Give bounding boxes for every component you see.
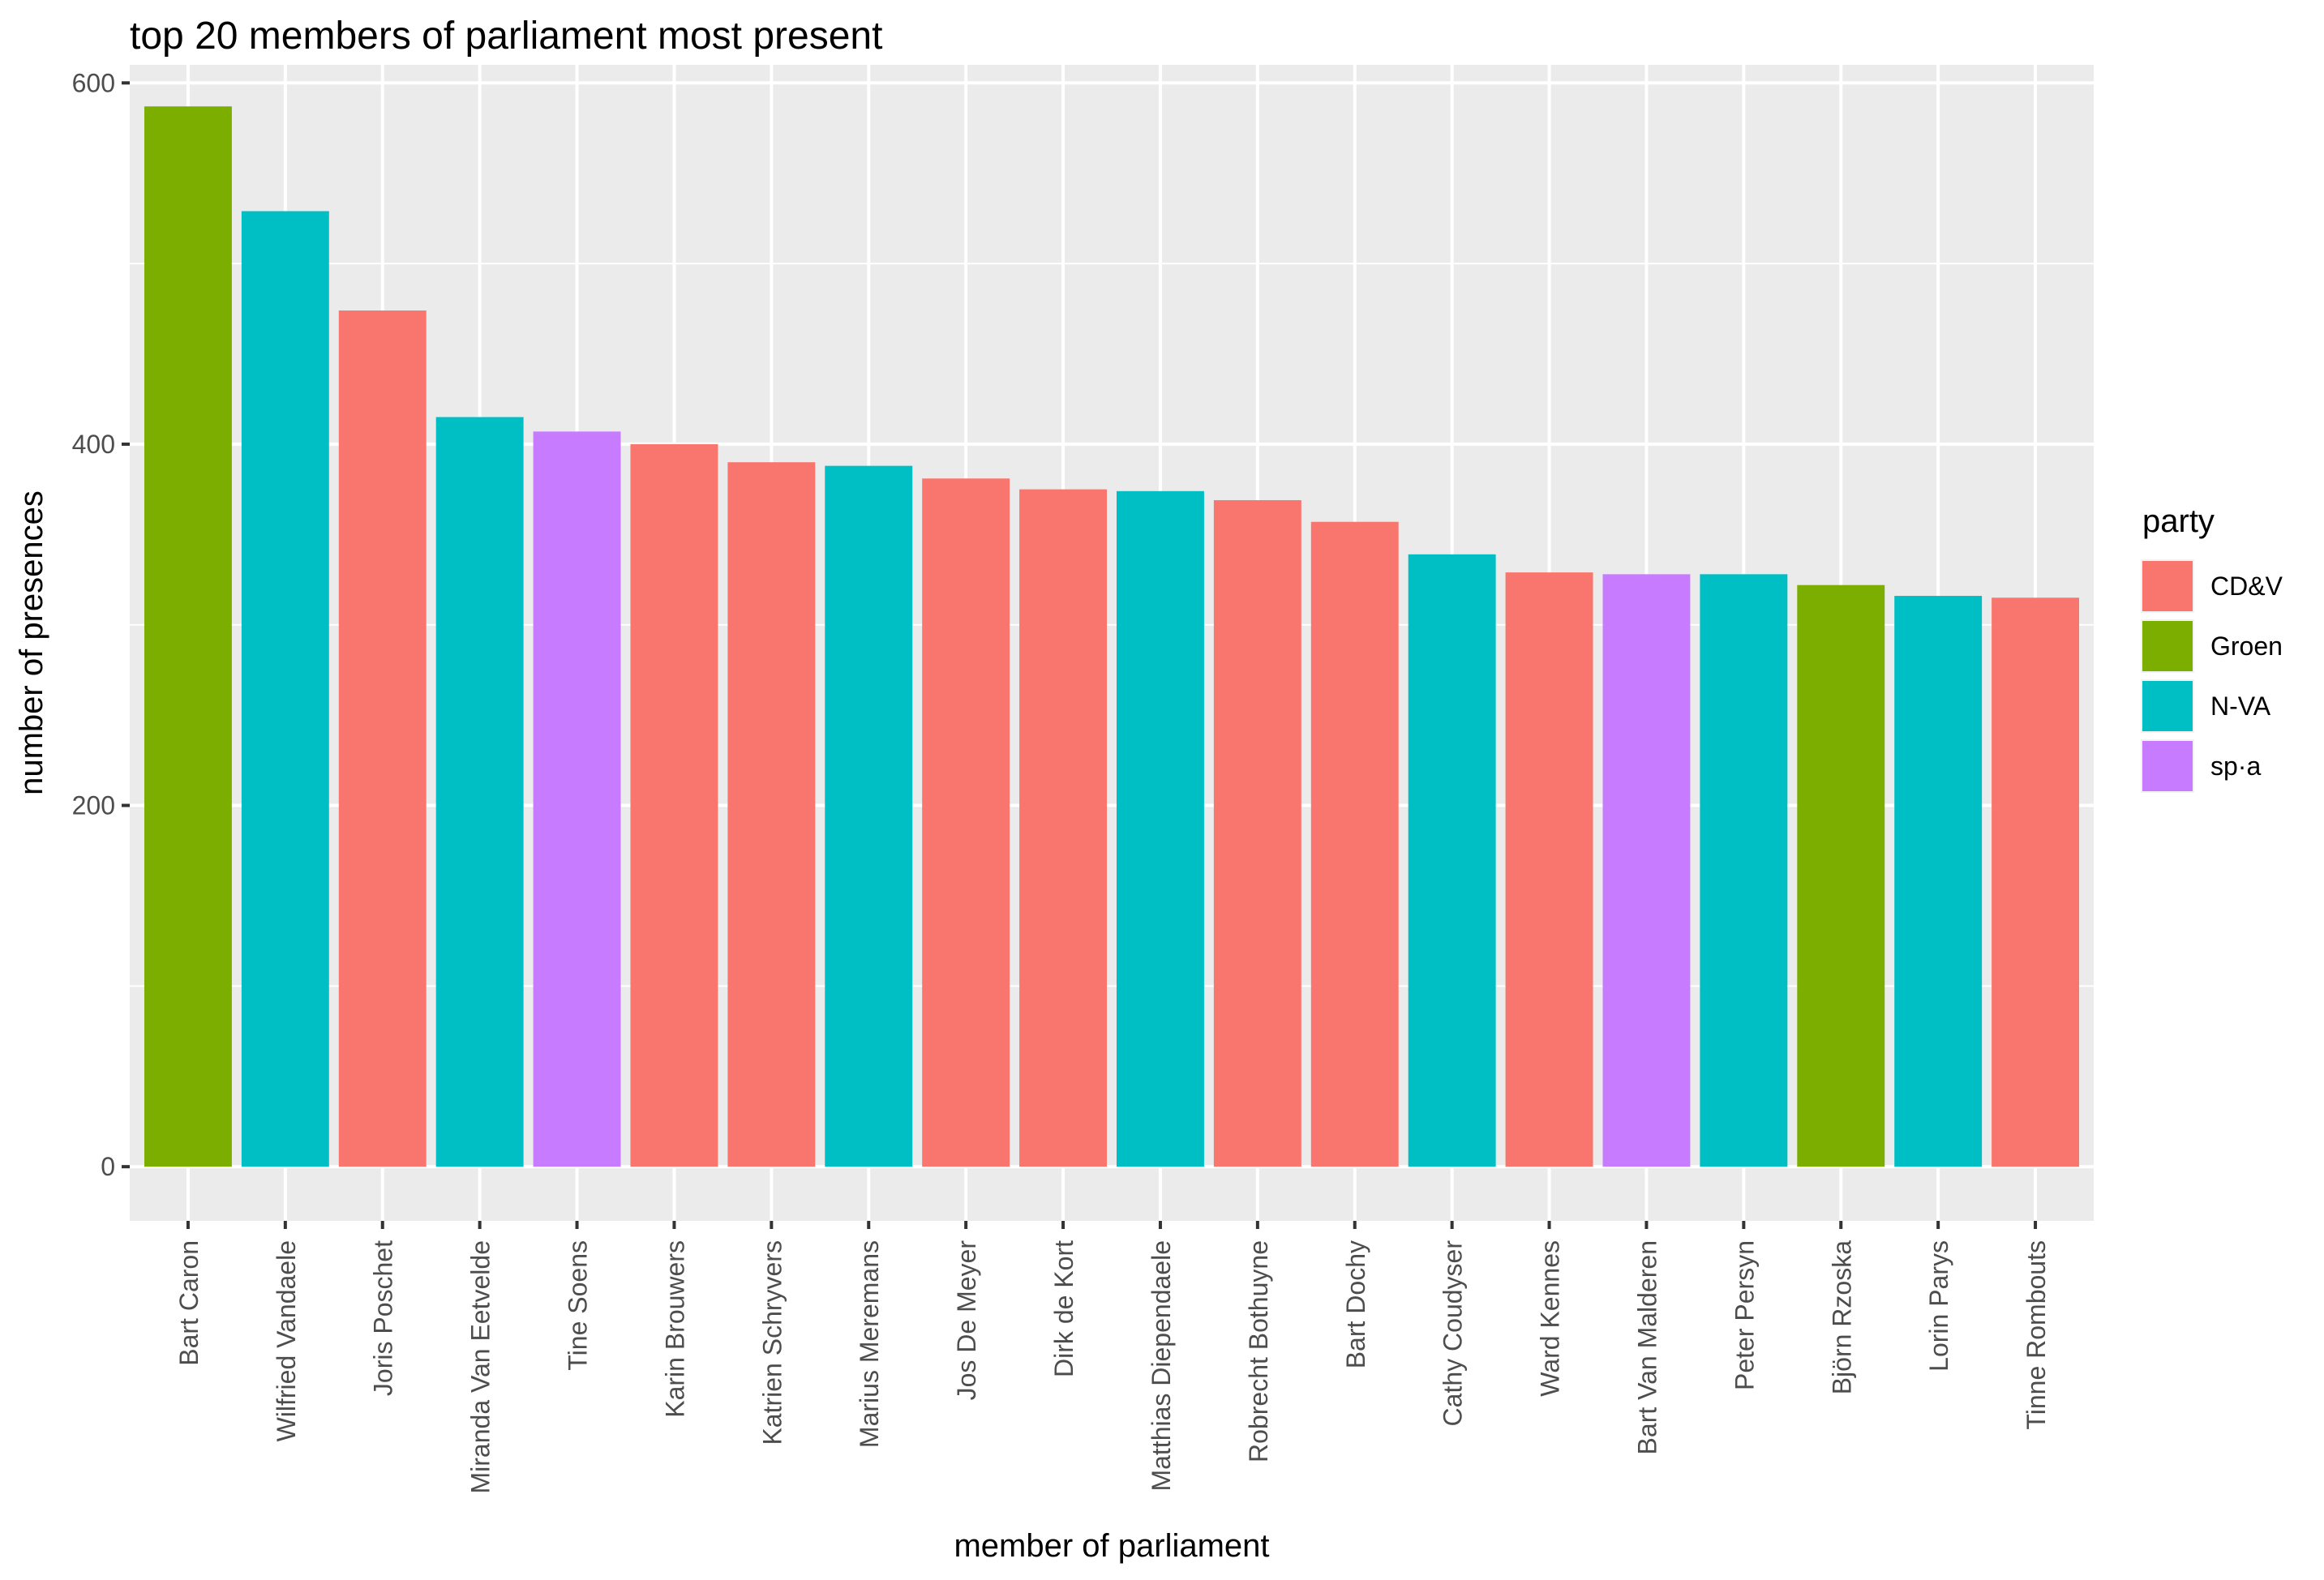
x-tick-label: Ward Kennes [1536,1240,1565,1397]
legend: party CD&V Groen N-VA sp·a [2141,503,2283,793]
x-axis-title: member of parliament [954,1528,1269,1564]
legend-label: CD&V [2210,572,2283,601]
x-tick-label: Wilfried Vandaele [272,1240,301,1441]
bar [1213,499,1301,1167]
bar [1797,584,1885,1167]
legend-label: sp·a [2210,751,2261,781]
x-tick-label: Katrien Schryvers [757,1240,787,1445]
y-tick-label: 200 [72,791,115,820]
bars [144,106,2080,1167]
legend-swatch [2142,681,2193,731]
legend-label: Groen [2210,632,2283,661]
x-tick-label: Bart Dochy [1341,1240,1370,1368]
bar [630,443,718,1167]
x-tick-label: Robrecht Bothuyne [1244,1240,1273,1462]
legend-swatch [2142,621,2193,671]
x-tick-label: Tine Soens [564,1240,593,1371]
x-tick-label: Lorin Parys [1924,1240,1953,1372]
x-tick-label: Matthias Diependaele [1147,1240,1176,1492]
bar [727,462,816,1167]
y-axis: 0 200 400 600 [72,68,130,1181]
bar [435,417,524,1167]
y-tick-label: 600 [72,68,115,97]
bar [144,106,232,1167]
x-tick-label: Miranda Van Eetvelde [466,1240,495,1493]
y-axis-title: number of presences [14,490,49,795]
bar [1700,574,1788,1167]
bar [1019,489,1108,1167]
x-axis: Bart Caron Wilfried Vandaele Joris Poschet… [174,1221,2051,1493]
bar [1505,572,1593,1167]
x-tick-label: Björn Rzoska [1827,1240,1856,1395]
bar [338,310,427,1167]
bar [1992,597,2080,1167]
chart-title: top 20 members of parliament most presen… [130,15,882,58]
bar [1408,554,1496,1167]
legend-title: party [2142,503,2215,539]
x-tick-label: Peter Persyn [1730,1240,1759,1390]
bar [1894,596,1983,1167]
legend-label: N-VA [2210,692,2271,721]
x-tick-label: Joris Poschet [369,1240,398,1396]
x-tick-label: Bart Caron [174,1240,204,1366]
bar [1116,490,1204,1167]
x-tick-label: Bart Van Malderen [1632,1240,1662,1454]
bar [825,465,913,1167]
bar [533,431,621,1167]
y-tick-label: 0 [101,1152,115,1181]
x-tick-label: Tinne Rombouts [2022,1240,2051,1430]
bar [1602,574,1691,1167]
bar [1310,521,1399,1167]
bar [922,478,1010,1167]
x-tick-label: Cathy Coudyser [1439,1240,1468,1427]
bar [241,211,329,1167]
x-tick-label: Dirk de Kort [1049,1240,1078,1377]
legend-swatch [2142,741,2193,791]
x-tick-label: Karin Brouwers [660,1240,689,1418]
legend-swatch [2142,561,2193,611]
y-tick-label: 400 [72,430,115,459]
x-tick-label: Jos De Meyer [952,1240,981,1401]
x-tick-label: Marius Meremans [855,1240,884,1448]
